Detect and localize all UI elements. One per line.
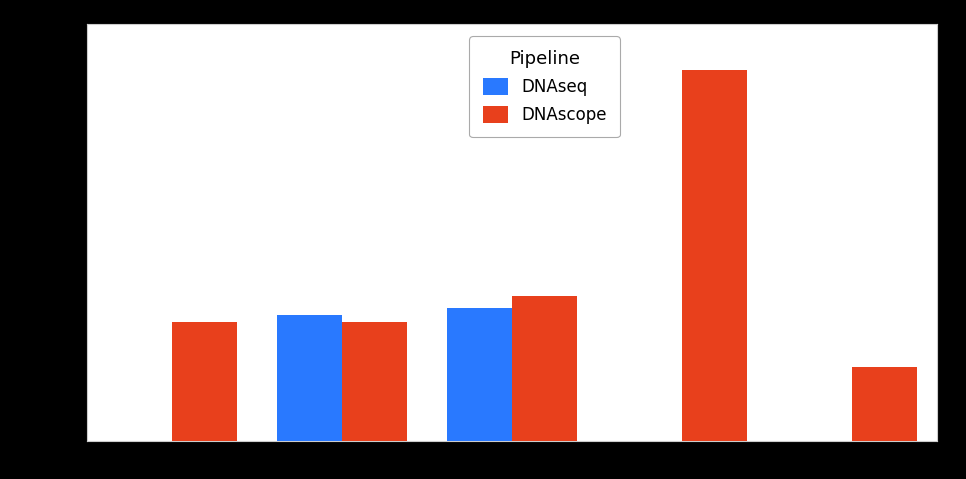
Bar [512, 297, 577, 441]
Bar [447, 308, 512, 441]
Bar [682, 70, 747, 441]
Bar [342, 321, 407, 441]
Bar [277, 315, 342, 441]
Bar [172, 321, 237, 441]
Bar [852, 367, 917, 441]
Legend: DNAseq, DNAscope: DNAseq, DNAscope [469, 36, 620, 137]
